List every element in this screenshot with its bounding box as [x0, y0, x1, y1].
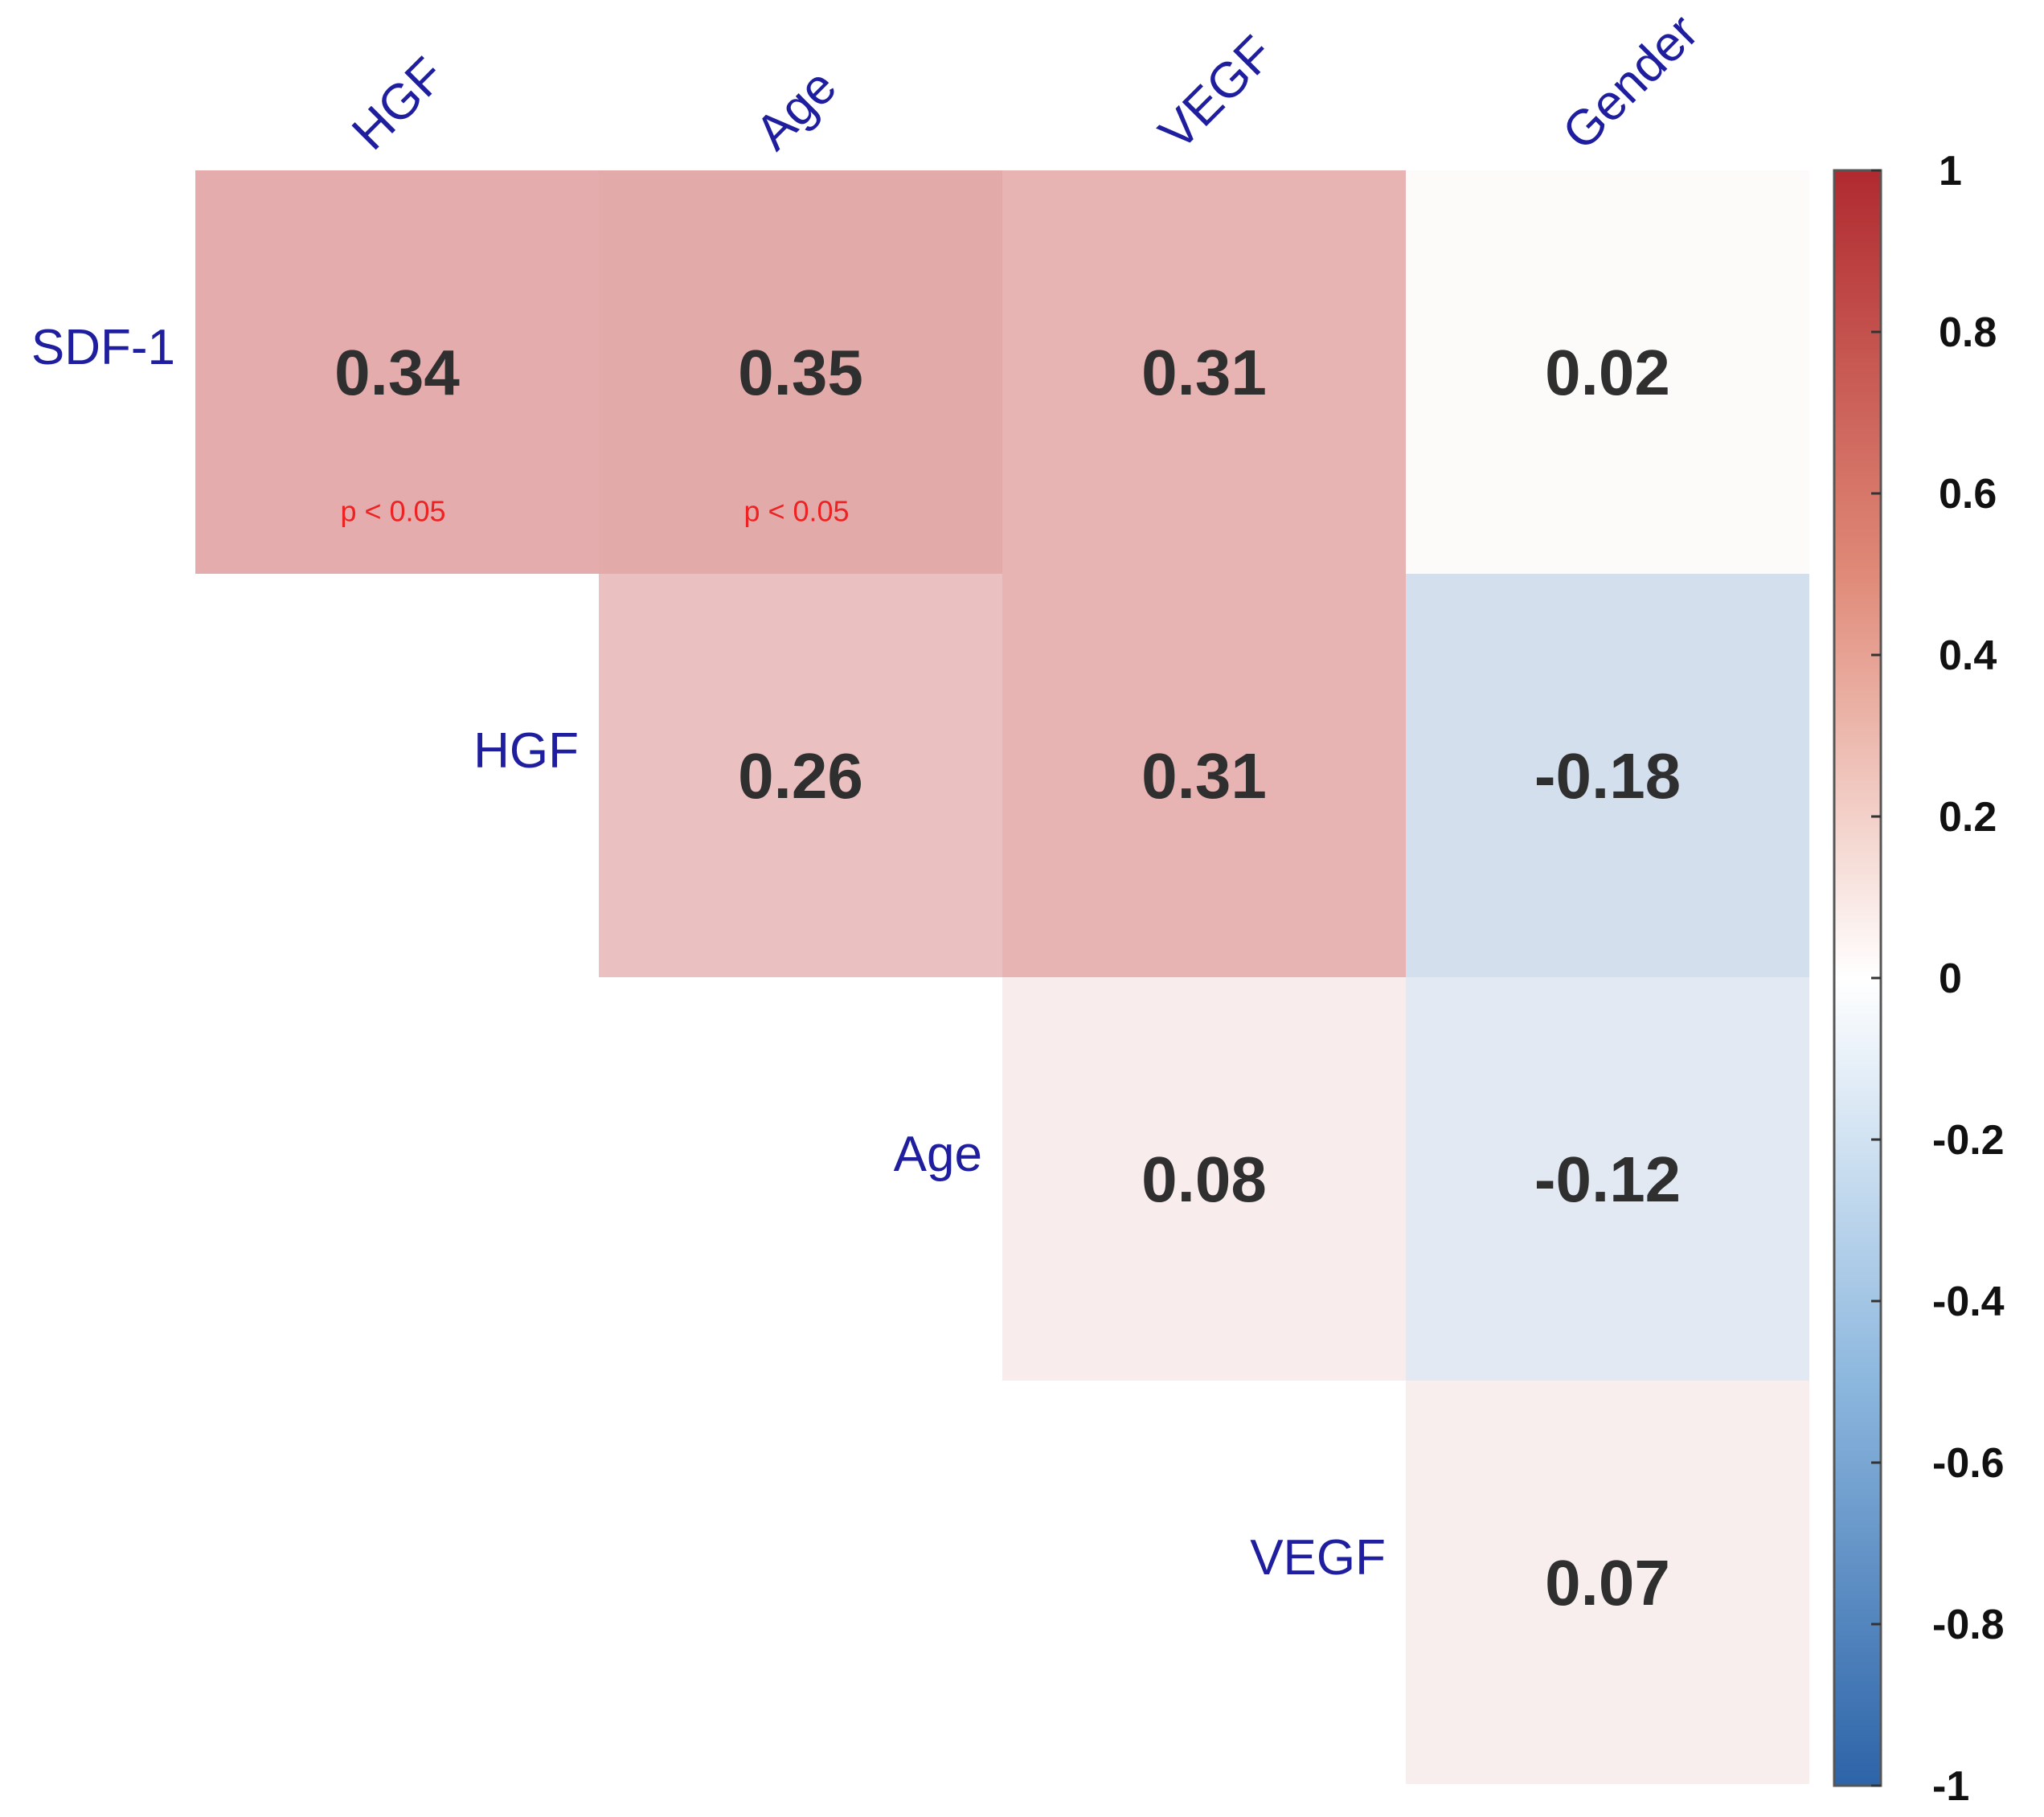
heatmap-cell: 0.35 p < 0.05 — [599, 170, 1002, 574]
colorbar-tick-label: 0.8 — [1939, 309, 1997, 356]
row-label: SDF-1 — [31, 320, 175, 375]
colorbar-tick-label: 0.6 — [1939, 471, 1997, 518]
cell-rect — [195, 170, 599, 574]
cell-value-label: 0.07 — [1545, 1547, 1670, 1619]
cell-value-label: -0.12 — [1534, 1144, 1681, 1215]
heatmap-cell: 0.26 — [599, 574, 1002, 977]
column-label: Gender — [1552, 4, 1709, 161]
heatmap-cells: 0.34 p < 0.05 0.35 p < 0.05 0.31 0.02 0.26 0.31… — [195, 170, 1809, 1784]
column-label: Age — [745, 59, 847, 161]
cell-value-label: 0.31 — [1141, 337, 1267, 408]
colorbar-tick-label: 0.4 — [1939, 632, 1997, 679]
heatmap-cell: 0.08 — [1002, 977, 1406, 1381]
column-label: HGF — [342, 47, 455, 161]
cell-rect — [1406, 170, 1809, 574]
colorbar-tick-label: 1 — [1939, 148, 1962, 194]
cell-rect — [599, 170, 1002, 574]
cell-rect — [1406, 977, 1809, 1381]
cell-rect — [599, 574, 1002, 977]
cell-value-label: 0.31 — [1141, 740, 1267, 812]
colorbar-tick-label: -0.8 — [1932, 1602, 2005, 1648]
heatmap-cell: 0.31 — [1002, 574, 1406, 977]
cell-value-label: 0.02 — [1545, 337, 1670, 408]
cell-rect — [1406, 1381, 1809, 1784]
cell-rect — [1002, 574, 1406, 977]
colorbar-tick-label: -0.4 — [1932, 1279, 2005, 1325]
colorbar: 1 0.8 0.6 0.4 0.2 0 -0.2 -0.4 -0.6 -0.8 -1 — [1833, 148, 2005, 1810]
colorbar-tick-label: -0.2 — [1932, 1117, 2005, 1164]
cell-rect — [1002, 977, 1406, 1381]
row-labels: SDF-1 HGF Age VEGF — [31, 320, 1386, 1586]
colorbar-tick-label: 0.2 — [1939, 794, 1997, 841]
cell-rect — [1002, 170, 1406, 574]
column-label: VEGF — [1149, 26, 1284, 161]
heatmap-cell: 0.31 — [1002, 170, 1406, 574]
row-label: VEGF — [1250, 1530, 1386, 1586]
colorbar-tick-label: -1 — [1932, 1763, 1969, 1810]
heatmap-cell: 0.07 — [1406, 1381, 1809, 1784]
colorbar-tick-label: -0.6 — [1932, 1440, 2005, 1487]
cell-value-label: 0.08 — [1141, 1144, 1267, 1215]
row-label: HGF — [473, 723, 579, 779]
cell-significance-note: p < 0.05 — [743, 495, 849, 528]
cell-rect — [1406, 574, 1809, 977]
cell-significance-note: p < 0.05 — [340, 495, 445, 528]
heatmap-cell: -0.18 — [1406, 574, 1809, 977]
cell-value-label: 0.34 — [334, 337, 460, 408]
heatmap-cell: 0.34 p < 0.05 — [195, 170, 599, 574]
cell-value-label: 0.35 — [738, 337, 863, 408]
cell-value-label: 0.26 — [738, 740, 863, 812]
colorbar-tick-label: 0 — [1939, 956, 1962, 1002]
heatmap-cell: 0.02 — [1406, 170, 1809, 574]
cell-value-label: -0.18 — [1534, 740, 1681, 812]
column-labels: HGF Age VEGF Gender — [342, 4, 1709, 161]
row-label: Age — [894, 1127, 982, 1182]
heatmap-cell: -0.12 — [1406, 977, 1809, 1381]
